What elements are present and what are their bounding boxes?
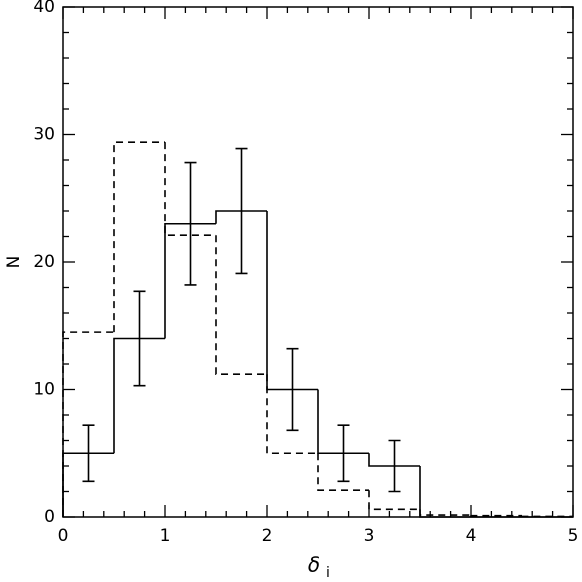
histogram-step <box>419 509 471 516</box>
y-tick-label: 30 <box>33 125 55 145</box>
histogram-step <box>164 222 216 339</box>
error-bar <box>82 424 95 483</box>
histogram-step <box>113 141 165 333</box>
x-axis-label-subscript: i <box>326 565 330 581</box>
error-bar <box>286 347 299 432</box>
error-bar <box>235 147 248 275</box>
y-tick-label: 10 <box>33 380 55 400</box>
y-tick-label: 40 <box>33 0 55 17</box>
x-tick-label: 4 <box>466 526 477 546</box>
y-tick-label: 0 <box>44 507 55 527</box>
histogram-step <box>368 453 420 467</box>
x-tick-label: 5 <box>568 526 579 546</box>
histogram-step <box>419 466 471 518</box>
histogram-step <box>470 514 522 517</box>
histogram-step <box>266 374 318 455</box>
error-bar <box>184 161 197 286</box>
x-tick-label: 3 <box>364 526 375 546</box>
x-tick-label: 0 <box>58 526 69 546</box>
x-tick-label: 2 <box>262 526 273 546</box>
histogram-step <box>215 210 267 224</box>
error-bar <box>337 424 350 483</box>
error-bar <box>388 439 401 493</box>
histogram-step <box>368 490 420 511</box>
y-axis-label: N <box>4 256 24 269</box>
histogram-step <box>317 453 369 492</box>
histogram-step <box>521 515 573 518</box>
histogram-step <box>215 235 267 375</box>
error-bar <box>133 290 146 387</box>
y-tick-label: 20 <box>33 252 55 272</box>
x-tick-label: 1 <box>160 526 171 546</box>
x-axis-label: δ <box>308 553 320 577</box>
histogram-step <box>62 331 114 517</box>
histogram-step <box>113 337 165 454</box>
